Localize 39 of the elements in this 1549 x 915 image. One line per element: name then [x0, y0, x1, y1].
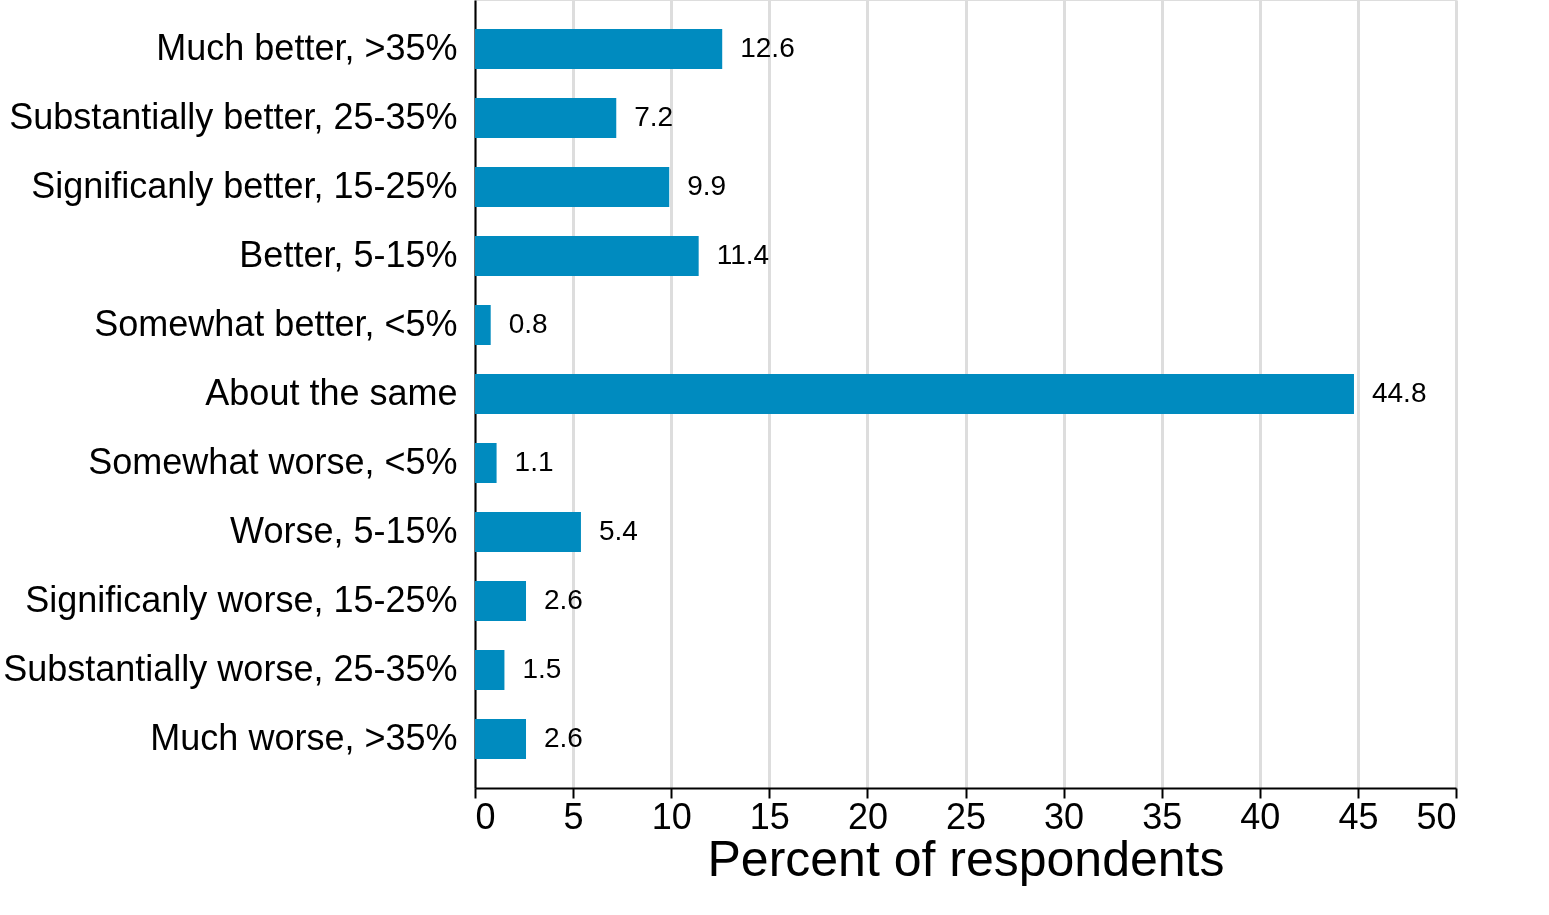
data-label: 1.5: [522, 653, 562, 685]
data-label: 1.1: [514, 446, 554, 477]
bar: [475, 650, 505, 691]
y-tick-label: Significanly better, 15-25%: [31, 164, 458, 206]
y-tick-label: Somewhat worse, <5%: [88, 441, 458, 482]
bar: [475, 719, 527, 760]
y-tick-label: Somewhat better, <5%: [94, 303, 458, 344]
y-tick-label: Worse, 5-15%: [230, 510, 458, 551]
bar: [475, 236, 699, 276]
x-tick-label: 45: [1338, 795, 1379, 837]
x-tick-label: 40: [1240, 795, 1281, 837]
bar: [475, 305, 491, 345]
bar: [475, 581, 527, 622]
x-tick-label: 0: [475, 795, 496, 837]
x-tick-label: 10: [651, 795, 692, 837]
y-tick-label: About the same: [205, 372, 458, 413]
y-tick-label: Significanly worse, 15-25%: [25, 579, 458, 621]
data-label: 2.6: [544, 584, 583, 616]
bar: [475, 166, 670, 207]
bar: [475, 512, 581, 552]
data-label: 9.9: [687, 169, 727, 201]
bar: [475, 443, 497, 483]
y-tick-label: Substantially better, 25-35%: [9, 95, 458, 137]
x-tick-label: 5: [563, 795, 584, 837]
y-tick-label: Much worse, >35%: [150, 717, 458, 759]
data-label: 2.6: [544, 722, 583, 754]
bar: [475, 374, 1354, 414]
data-label: 5.4: [598, 515, 638, 546]
bar: [475, 97, 617, 138]
data-label: 7.2: [634, 100, 674, 132]
data-label: 0.8: [508, 308, 548, 339]
data-label: 12.6: [740, 31, 795, 63]
y-tick-label: Substantially worse, 25-35%: [3, 648, 458, 690]
data-label: 11.4: [716, 239, 770, 270]
bar: [475, 28, 723, 69]
data-label: 44.8: [1371, 377, 1427, 408]
y-tick-label: Much better, >35%: [156, 26, 458, 68]
x-tick-label: 50: [1416, 795, 1457, 837]
y-tick-label: Better, 5-15%: [239, 234, 458, 275]
